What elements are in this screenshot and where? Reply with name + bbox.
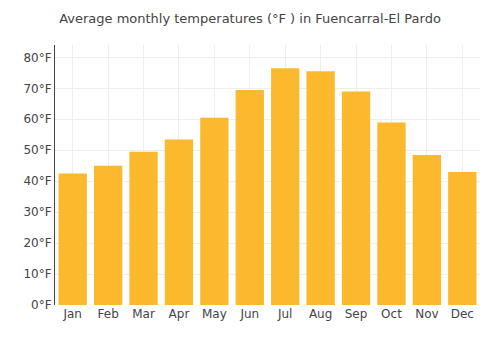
svg-text:Dec: Dec xyxy=(451,307,474,321)
svg-text:Jun: Jun xyxy=(239,307,259,321)
svg-text:Feb: Feb xyxy=(98,307,119,321)
svg-text:Average monthly temperatures (: Average monthly temperatures (°F ) in Fu… xyxy=(59,11,441,26)
svg-text:Oct: Oct xyxy=(381,307,402,321)
svg-text:50°F: 50°F xyxy=(23,143,51,157)
svg-text:Sep: Sep xyxy=(345,307,368,321)
svg-text:60°F: 60°F xyxy=(23,112,51,126)
svg-text:20°F: 20°F xyxy=(23,236,51,250)
svg-text:40°F: 40°F xyxy=(23,174,51,188)
svg-text:80°F: 80°F xyxy=(23,51,51,65)
svg-text:Jan: Jan xyxy=(62,307,82,321)
svg-text:70°F: 70°F xyxy=(23,82,51,96)
svg-text:10°F: 10°F xyxy=(23,267,51,281)
svg-text:Mar: Mar xyxy=(132,307,155,321)
svg-text:Apr: Apr xyxy=(169,307,190,321)
svg-text:Jul: Jul xyxy=(277,307,292,321)
svg-text:30°F: 30°F xyxy=(23,205,51,219)
svg-text:Aug: Aug xyxy=(309,307,332,321)
svg-text:May: May xyxy=(202,307,227,321)
svg-text:Nov: Nov xyxy=(415,307,438,321)
svg-text:0°F: 0°F xyxy=(31,298,52,312)
